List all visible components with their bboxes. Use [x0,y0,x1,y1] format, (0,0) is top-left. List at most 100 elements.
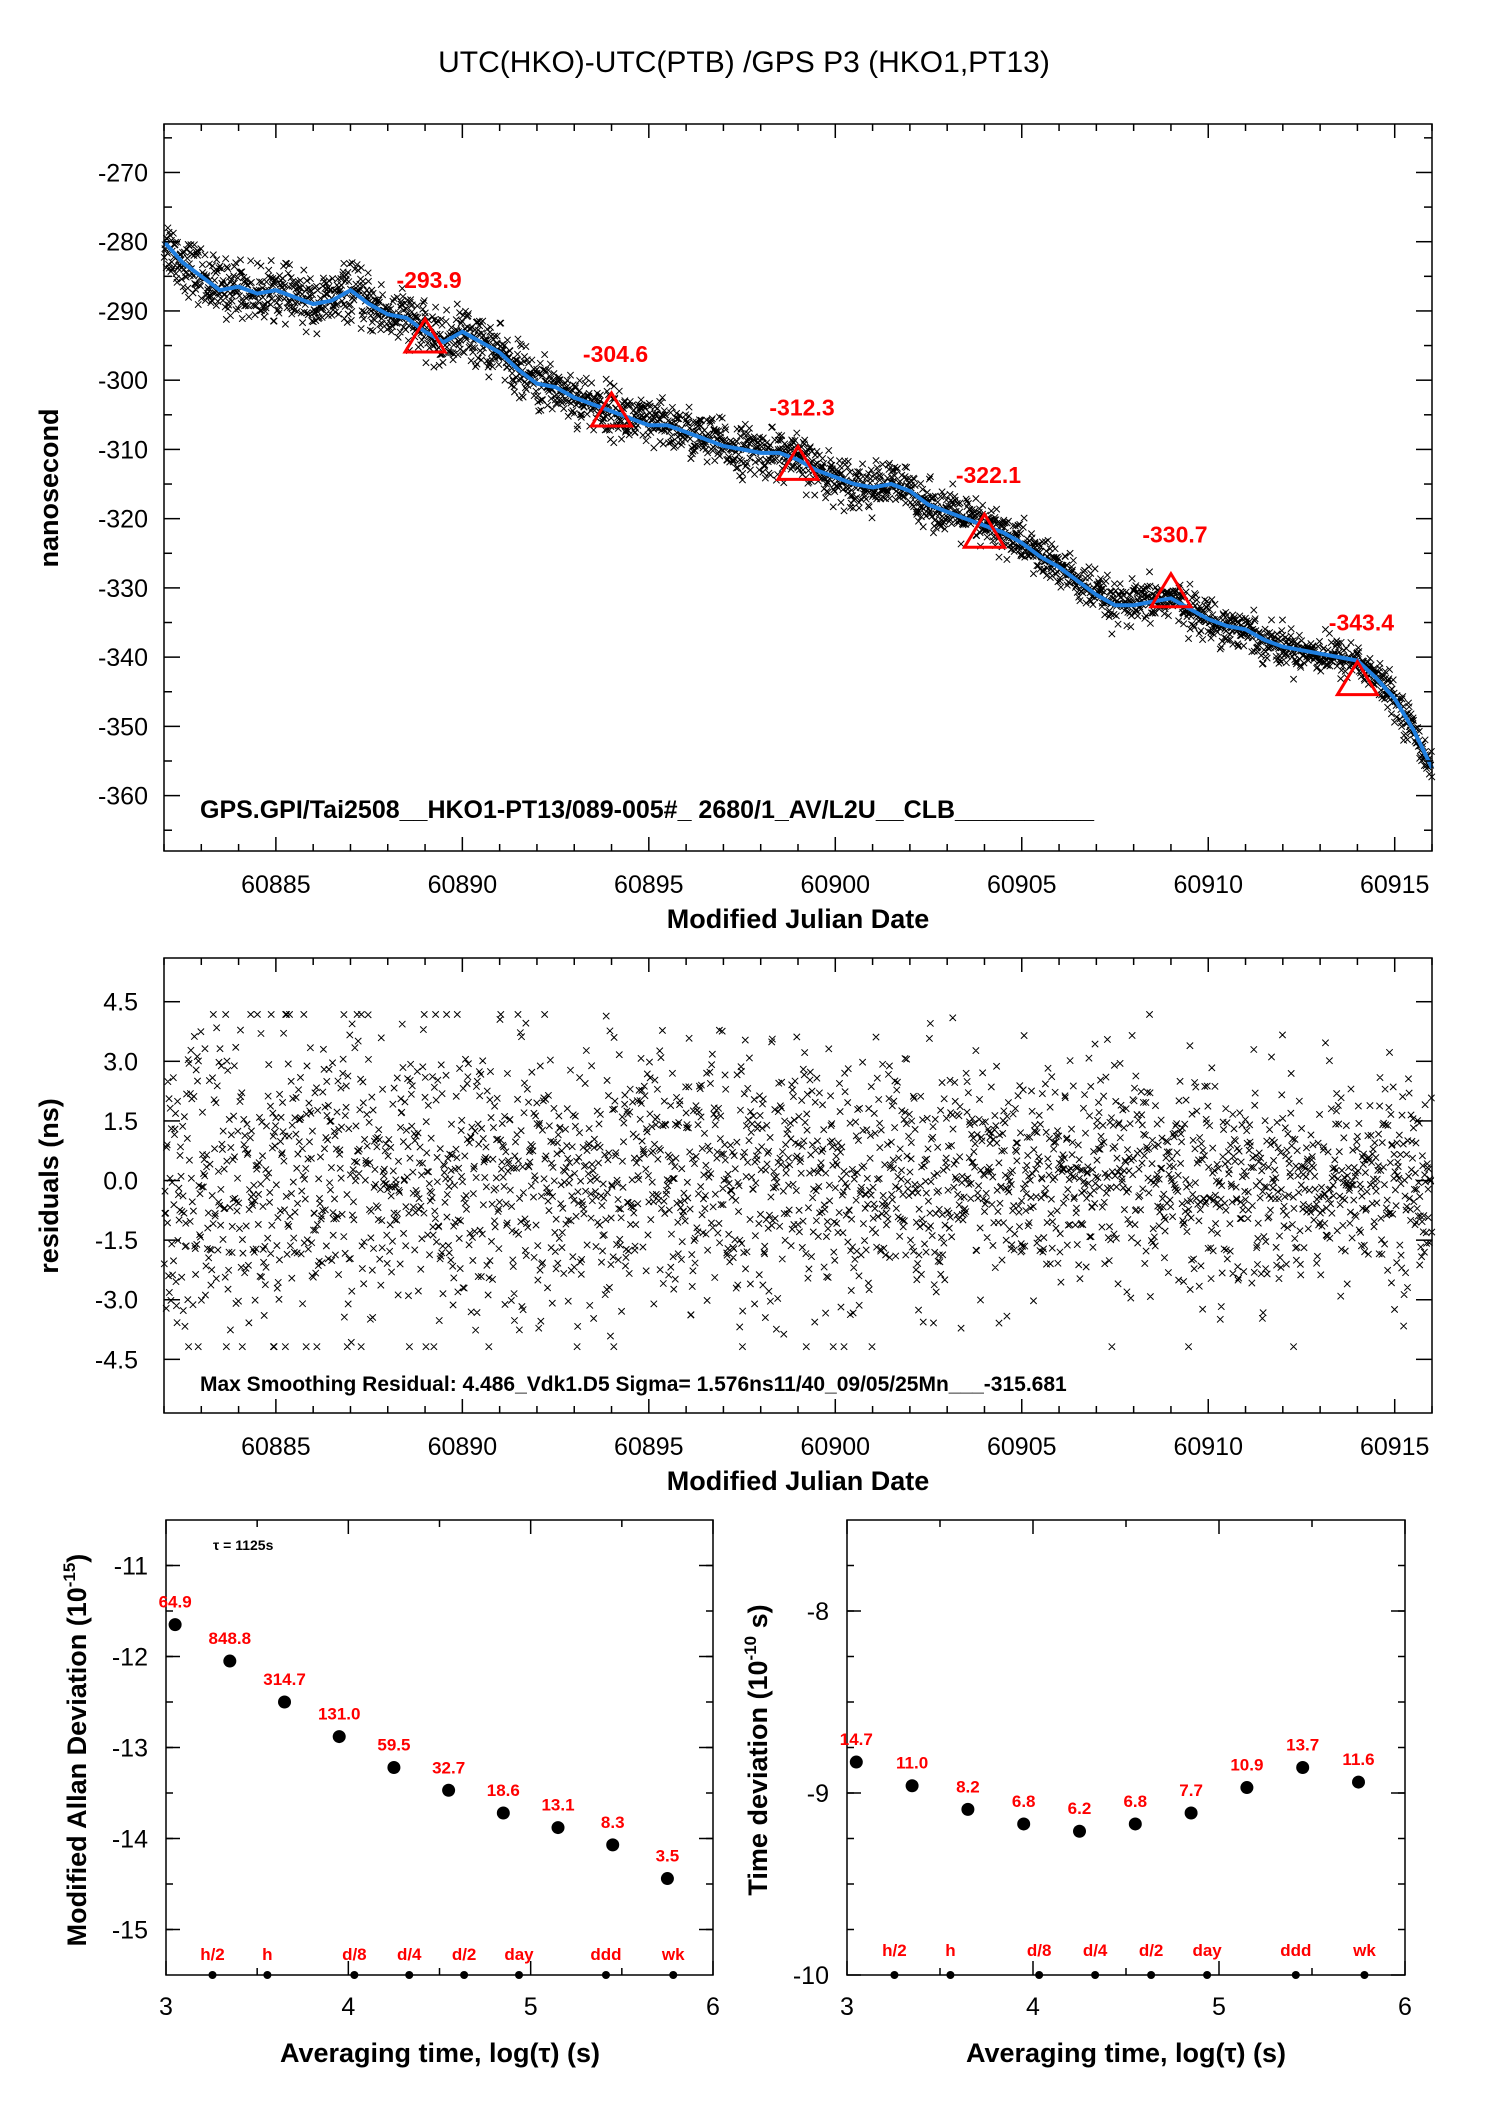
x-tick-label: 60885 [241,871,311,899]
x-tick-label: 60895 [614,871,684,899]
deviation-point [551,1821,565,1835]
deviation-count-label: 6.8 [1012,1792,1036,1811]
x-tick-label: 60915 [1360,871,1430,899]
y-tick-label: -270 [98,159,148,187]
time-marker-dot [1035,1971,1044,1979]
deviation-point [1017,1817,1031,1831]
offset-plot-frame [163,123,1433,852]
x-tick-label: 3 [159,1993,173,2021]
y-tick-label: -300 [98,367,148,395]
residual-point [160,1010,1436,1351]
time-marker-label: h/2 [200,1945,225,1964]
x-tick-label: 5 [524,1993,538,2021]
time-marker-label: d/8 [342,1945,367,1964]
deviation-count-label: 6.2 [1068,1799,1092,1818]
x-tick-label: 60890 [428,1433,498,1461]
allan-time-markers: h/2 h d/8 d/4 d/2 day ddd wk [200,1945,685,1979]
marker-value-label: -312.3 [769,394,834,420]
x-tick-label: 60910 [1173,871,1243,899]
allan-y-label: Modified Allan Deviation (10-15) [60,1554,92,1947]
y-tick-label: -4.5 [95,1346,138,1374]
deviation-point [1240,1781,1254,1795]
residuals-axis-ticks: 60885 60890 60895 60900 60905 60910 60915 4.5 3.… [95,958,1433,1461]
allan-y-label-base: Modified Allan Deviation (10 [62,1587,92,1946]
triangle-marker [588,390,635,428]
deviation-count-label: 6.8 [1123,1792,1147,1811]
offset-y-label: nanosecond [34,408,64,567]
time-marker-label: wk [1352,1941,1376,1960]
x-tick-label: 60900 [801,871,871,899]
y-tick-label: -10 [793,1962,829,1990]
y-tick-label: 3.0 [103,1048,138,1076]
offset-plot: -293.9 -304.6 -312.3 -322.1 -330.7 -343.4 608… [34,123,1436,934]
deviation-point [660,1872,674,1886]
y-tick-label: -3.0 [95,1287,138,1315]
offset-axis-ticks: 60885 60890 60895 60900 60905 60910 60915 -270 -… [98,124,1433,899]
y-tick-label: -350 [98,713,148,741]
smoothed-curve [162,240,1434,769]
time-marker-dot [1291,1971,1300,1979]
marker-value-label: -322.1 [956,462,1021,488]
deviation-count-label: 11.6 [1342,1750,1374,1769]
x-tick-label: 3 [840,1993,854,2021]
x-tick-label: 60910 [1173,1433,1243,1461]
time-marker-dot [263,1971,272,1979]
tdev-time-markers: h/2 h d/8 d/4 d/2 day ddd wk [882,1941,1376,1979]
y-tick-label: -290 [98,298,148,326]
residuals-x-label: Modified Julian Date [667,1466,930,1496]
time-marker-dot [601,1971,610,1979]
time-marker-dot [208,1971,217,1979]
time-marker-dot [1147,1971,1156,1979]
time-marker-label: d/2 [1139,1941,1164,1960]
time-marker-label: d/2 [452,1945,477,1964]
time-marker-label: d/8 [1027,1941,1052,1960]
x-tick-label: 60895 [614,1433,684,1461]
triangle-marker [775,443,821,481]
deviation-count-label: 32.7 [432,1758,465,1777]
residuals-info-line: Max Smoothing Residual: 4.486_Vdk1.D5 Si… [200,1373,1067,1396]
residual-data-points [160,1010,1436,1351]
time-marker-label: day [1192,1941,1222,1960]
deviation-count-label: 64.9 [159,1593,192,1612]
x-tick-label: 6 [706,1993,720,2021]
time-marker-label: ddd [1280,1941,1311,1960]
deviation-point [1296,1761,1310,1775]
marker-value-label: -304.6 [583,341,648,367]
main-title: UTC(HKO)-UTC(PTB) /GPS P3 (HKO1,PT13) [438,46,1050,79]
x-tick-label: 5 [1212,1993,1226,2021]
time-marker-dot [1091,1971,1100,1979]
time-marker-label: h [945,1941,955,1960]
tdev-data-points: 14.7 11.0 8.2 6.8 6.2 6.8 7.7 10.9 13.7 11.6 [840,1730,1375,1838]
deviation-point [1184,1806,1198,1820]
tdev-y-label: Time deviation (10-10 s) [741,1604,773,1895]
y-tick-label: -8 [807,1598,829,1626]
offset-x-label: Modified Julian Date [667,904,930,934]
allan-axis-ticks: 3 4 5 6 -11 -12 -13 -14 -15 [112,1520,720,2021]
deviation-point [1352,1775,1365,1789]
offset-point [160,224,1436,781]
offset-info-line: GPS.GPI/Tai2508__HKO1-PT13/089-005#_ 268… [200,796,1095,824]
y-tick-label: -320 [98,506,148,534]
tdev-y-label-exponent: -10 [741,1636,760,1661]
deviation-count-label: 8.3 [601,1813,625,1832]
time-marker-dot [405,1971,414,1979]
marker-value-label: -343.4 [1329,610,1394,636]
x-tick-label: 60905 [987,1433,1057,1461]
deviation-point [1073,1824,1086,1838]
tau-label: τ = 1125s [213,1537,274,1553]
deviation-point [905,1779,919,1793]
allan-data-points: 64.9 848.8 314.7 131.0 59.5 32.7 18.6 13.1 8.3 3.… [159,1593,679,1886]
deviation-count-label: 11.0 [896,1754,928,1773]
time-marker-label: h [262,1945,272,1964]
time-marker-dot [350,1971,359,1979]
x-tick-label: 60900 [801,1433,871,1461]
tdev-y-label-base: Time deviation (10 [743,1661,773,1896]
time-marker-dot [890,1971,899,1979]
y-tick-label: 4.5 [103,989,138,1017]
y-tick-label: -340 [98,644,148,672]
deviation-point [332,1730,346,1744]
x-tick-label: 4 [341,1993,355,2021]
y-tick-label: -13 [112,1735,148,1763]
y-tick-label: -360 [98,783,148,811]
